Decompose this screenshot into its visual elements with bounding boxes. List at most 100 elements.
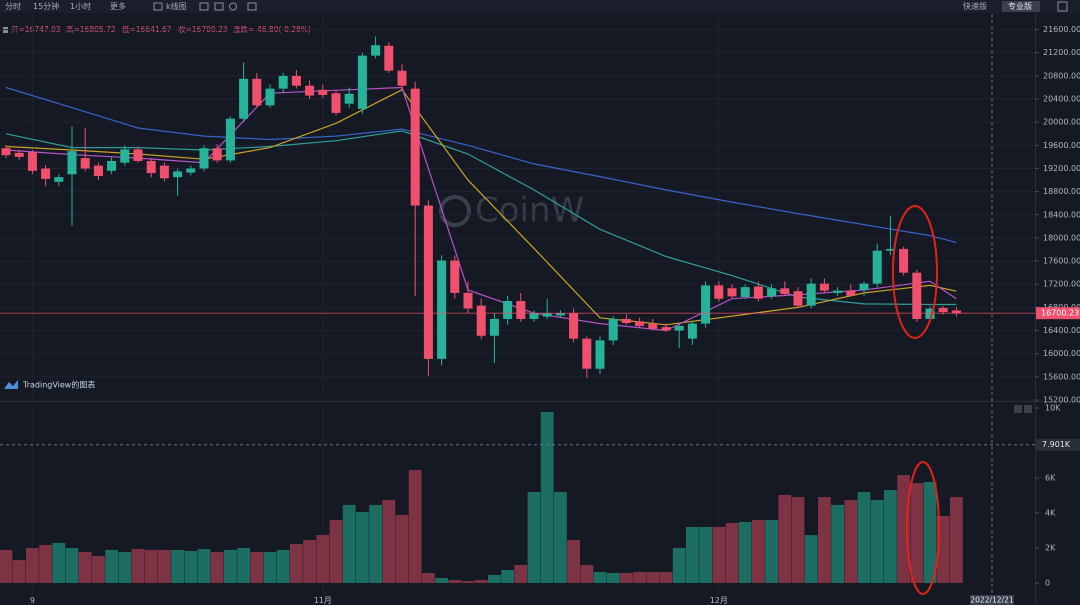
moving-average [5, 86, 957, 332]
x-tick-label: 9 [30, 596, 35, 605]
volume-bar [78, 552, 92, 583]
volume-bar [672, 548, 686, 583]
volume-bar [435, 577, 448, 583]
volume-bar [804, 535, 818, 583]
mode-button[interactable]: 快速版 [963, 1, 987, 11]
tradingview-logo [4, 380, 18, 389]
candle-body [780, 288, 790, 295]
volume-bar [910, 483, 924, 583]
volume-bar [580, 564, 594, 583]
chart-type-icon[interactable] [153, 2, 163, 11]
toolbar-item[interactable]: 分时 [5, 1, 21, 11]
candle-body [67, 151, 77, 175]
y-tick-label: 20400.00 [1043, 95, 1080, 104]
candle-body [859, 283, 869, 291]
candle-body [912, 272, 922, 319]
panel-button[interactable] [1014, 405, 1022, 413]
candle-body [291, 75, 301, 86]
volume-bar [105, 549, 118, 583]
candle-body [489, 318, 499, 336]
volume-bar [646, 571, 660, 583]
moving-average [5, 86, 957, 244]
y-tick-label: 16000.00 [1043, 349, 1080, 358]
grid [0, 14, 1035, 595]
candle-body [199, 148, 209, 169]
candle-body [239, 78, 249, 119]
candle-body [371, 45, 381, 56]
toolbar-item[interactable]: 更多 [110, 1, 126, 11]
candle-body [753, 286, 763, 299]
volume-bar [382, 500, 396, 583]
y-tick-label: 20000.00 [1043, 118, 1080, 127]
mode-button[interactable]: 专业版 [1008, 1, 1032, 11]
volume-bar [540, 412, 554, 583]
candle-body [648, 323, 658, 329]
toolbar-item[interactable]: 1小时 [70, 1, 91, 11]
volume-bar [567, 539, 580, 583]
layout-icon[interactable] [247, 2, 257, 11]
candle-body [687, 323, 697, 339]
volume-bar [778, 494, 792, 583]
candle-body [384, 45, 394, 71]
volume-bar [395, 514, 409, 583]
candle-body [120, 149, 130, 163]
snapshot-icon[interactable] [229, 2, 237, 11]
price-panel [0, 36, 1035, 379]
highlight-ellipse [892, 205, 938, 339]
volume-bar [765, 520, 778, 583]
volume-bar [0, 549, 13, 583]
candle-body [767, 288, 777, 297]
volume-bar [527, 492, 541, 583]
volume-bar [659, 571, 673, 583]
volume-bar [514, 564, 528, 583]
candle-body [595, 340, 605, 369]
candle-body [542, 313, 552, 317]
volume-bar [593, 571, 607, 583]
candle-body [569, 313, 579, 339]
volume-bar [936, 515, 950, 583]
volume-bar [171, 549, 184, 583]
candle-body [463, 292, 473, 309]
y-tick-label: 10K [1045, 404, 1061, 413]
volume-bar [738, 521, 752, 583]
candle-body [252, 78, 262, 106]
branding: TradingView的图表 [22, 380, 95, 390]
toolbar-item[interactable]: 15分钟 [33, 1, 59, 11]
candle-body [146, 160, 156, 174]
candle-body [727, 288, 737, 297]
volume-bar [329, 520, 343, 583]
candle-body [714, 285, 724, 299]
volume-bar [65, 548, 79, 583]
candle-body [925, 308, 935, 319]
candle-body [437, 260, 447, 359]
y-tick-label: 17200.00 [1043, 280, 1080, 289]
volume-bar [870, 500, 884, 583]
moving-average [5, 89, 957, 326]
volume-bar [844, 500, 858, 583]
volume-bar [950, 497, 963, 583]
candle-body [80, 158, 90, 169]
candle-body [14, 152, 24, 157]
candle-body [635, 321, 645, 326]
y-tick-label: 15600.00 [1043, 372, 1080, 381]
last-price-label: 16700.23 [1041, 309, 1079, 318]
panel-button[interactable] [1024, 405, 1032, 413]
candle-body [582, 338, 592, 369]
ohlc-info: 收=16700.23 [178, 24, 228, 34]
volume-bar [897, 475, 910, 583]
volume-bar [554, 492, 567, 583]
toolbar-item[interactable]: k线图 [166, 1, 187, 11]
candle-body [661, 327, 671, 331]
candle-body [516, 301, 526, 319]
fullscreen-icon[interactable] [1057, 1, 1068, 12]
ohlc-info: 高=16805.72 [66, 24, 116, 34]
candle-body [305, 85, 315, 96]
volume-bar [39, 545, 52, 583]
candle-body [173, 171, 183, 178]
settings-icon[interactable] [214, 2, 224, 11]
x-tick-label: 11月 [314, 596, 332, 605]
candle-body [41, 168, 51, 179]
last-price-tag [1036, 307, 1080, 320]
indicator-icon[interactable] [199, 2, 209, 11]
y-tick-label: 16400.00 [1043, 326, 1080, 335]
